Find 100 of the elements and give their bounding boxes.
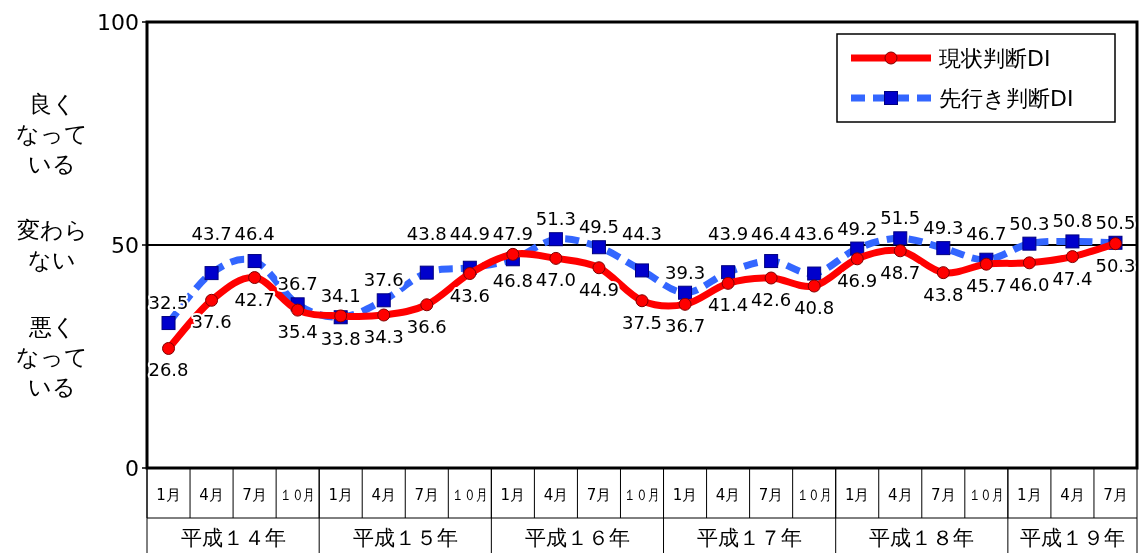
point	[893, 244, 907, 258]
point	[764, 271, 778, 285]
data-label: 44.9	[449, 223, 490, 244]
text: 平成１４年	[180, 526, 286, 550]
data-label: 41.4	[708, 294, 749, 316]
x-tick-label: 7月	[414, 486, 440, 504]
text: 平成１７年	[697, 526, 803, 550]
point	[936, 266, 950, 280]
x-tick-label: 1月	[1017, 486, 1042, 504]
data-label: 49.5	[578, 216, 619, 238]
x-tick-label: 7月	[242, 486, 267, 504]
data-label: 49.3	[923, 217, 964, 239]
point	[635, 294, 649, 308]
point	[377, 308, 391, 322]
data-label: 46.0	[1009, 273, 1050, 295]
data-label: 46.7	[966, 223, 1007, 244]
data-label: 37.6	[363, 269, 404, 291]
x-tick-label: １０月	[280, 486, 326, 504]
data-label: 50.3	[1009, 212, 1050, 234]
point	[420, 298, 434, 312]
data-label: 42.7	[234, 288, 275, 310]
x-tick-label: １０月	[452, 486, 498, 504]
data-label: 44.3	[621, 223, 663, 244]
data-label: 42.6	[751, 289, 792, 310]
data-label: 50.8	[1052, 210, 1093, 232]
x-tick-label: 4月	[371, 486, 397, 504]
data-label: 49.2	[837, 217, 878, 239]
data-label: 46.4	[234, 223, 275, 244]
point	[850, 252, 864, 266]
text: 平成１９年	[1019, 526, 1125, 550]
data-label: 39.3	[665, 261, 706, 283]
legend-label: 現状判断DI	[939, 46, 1051, 71]
x-tick-label: １０月	[796, 486, 842, 504]
y-tick-label: 100	[97, 10, 139, 35]
data-label: 46.8	[492, 270, 533, 292]
x-tick-label: 7月	[931, 486, 956, 504]
data-label: 33.8	[320, 328, 361, 350]
data-label: 46.4	[751, 223, 792, 244]
point	[549, 251, 563, 265]
text: 平成１６年	[524, 526, 630, 550]
x-tick-label: １０月	[624, 486, 670, 504]
data-label: 44.9	[578, 278, 619, 300]
data-label: 43.7	[191, 223, 232, 244]
x-tick-label: 1月	[156, 486, 181, 504]
point	[463, 267, 477, 281]
point	[248, 271, 262, 285]
x-tick-label: 4月	[543, 486, 569, 504]
data-label: 43.6	[794, 223, 835, 244]
data-label: 50.5	[1095, 211, 1136, 233]
data-label: 47.4	[1052, 267, 1093, 289]
data-label: 46.9	[837, 269, 878, 291]
point	[678, 297, 692, 311]
data-label: 34.3	[363, 326, 404, 348]
data-label: 37.6	[191, 311, 232, 333]
x-tick-label: 1月	[328, 486, 353, 504]
legend-label: 先行き判断DI	[939, 86, 1074, 111]
data-label: 43.8	[923, 283, 964, 305]
text: 良くなっている	[16, 90, 88, 177]
data-label: 37.5	[621, 311, 663, 333]
y-tick-label: 0	[125, 456, 139, 481]
data-label: 43.9	[708, 223, 749, 244]
point	[205, 293, 219, 307]
data-label: 36.7	[665, 315, 706, 337]
point	[162, 341, 176, 355]
point	[1065, 250, 1079, 264]
point	[979, 257, 993, 271]
text: 悪くなっている	[16, 313, 88, 400]
x-tick-label: 4月	[887, 486, 913, 504]
x-tick-label: 4月	[199, 486, 224, 504]
x-tick-label: 7月	[586, 486, 612, 504]
x-tick-label: 4月	[1060, 486, 1085, 504]
data-label: 26.8	[148, 359, 189, 381]
point	[807, 279, 821, 293]
y-tick-label: 50	[111, 233, 139, 258]
x-tick-label: １０月	[968, 486, 1014, 504]
data-label: 45.7	[966, 275, 1007, 297]
point	[506, 247, 520, 261]
text: 変わらない	[16, 217, 88, 273]
x-tick-label: 7月	[758, 486, 784, 504]
x-tick-label: 1月	[844, 486, 870, 504]
data-label: 47.0	[535, 269, 576, 291]
data-label: 36.7	[277, 273, 318, 295]
text: 平成１５年	[352, 526, 458, 550]
data-label: 34.1	[320, 284, 361, 306]
data-label: 51.5	[880, 207, 921, 229]
data-label: 43.8	[406, 223, 447, 244]
point	[291, 303, 305, 317]
data-label: 50.3	[1095, 254, 1136, 276]
data-label: 51.3	[535, 208, 576, 230]
point	[592, 261, 606, 275]
x-tick-label: 4月	[715, 486, 741, 504]
x-tick-label: 7月	[1103, 486, 1128, 504]
data-label: 36.6	[406, 315, 447, 337]
x-tick-label: 1月	[672, 486, 698, 504]
text: 平成１８年	[869, 526, 975, 550]
point	[721, 276, 735, 290]
point	[1022, 256, 1036, 270]
x-tick-label: 1月	[500, 486, 526, 504]
data-label: 48.7	[880, 261, 921, 283]
data-label: 40.8	[794, 297, 835, 319]
